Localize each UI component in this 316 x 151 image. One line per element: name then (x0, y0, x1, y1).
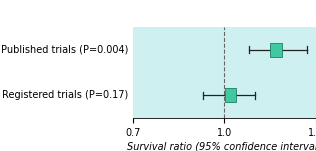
X-axis label: Survival ratio (95% confidence interval): Survival ratio (95% confidence interval) (127, 142, 316, 151)
FancyBboxPatch shape (225, 88, 236, 102)
FancyBboxPatch shape (270, 43, 282, 57)
Text: Published trials (P=0.004): Published trials (P=0.004) (1, 45, 129, 55)
Text: Registered trials (P=0.17): Registered trials (P=0.17) (3, 90, 129, 100)
